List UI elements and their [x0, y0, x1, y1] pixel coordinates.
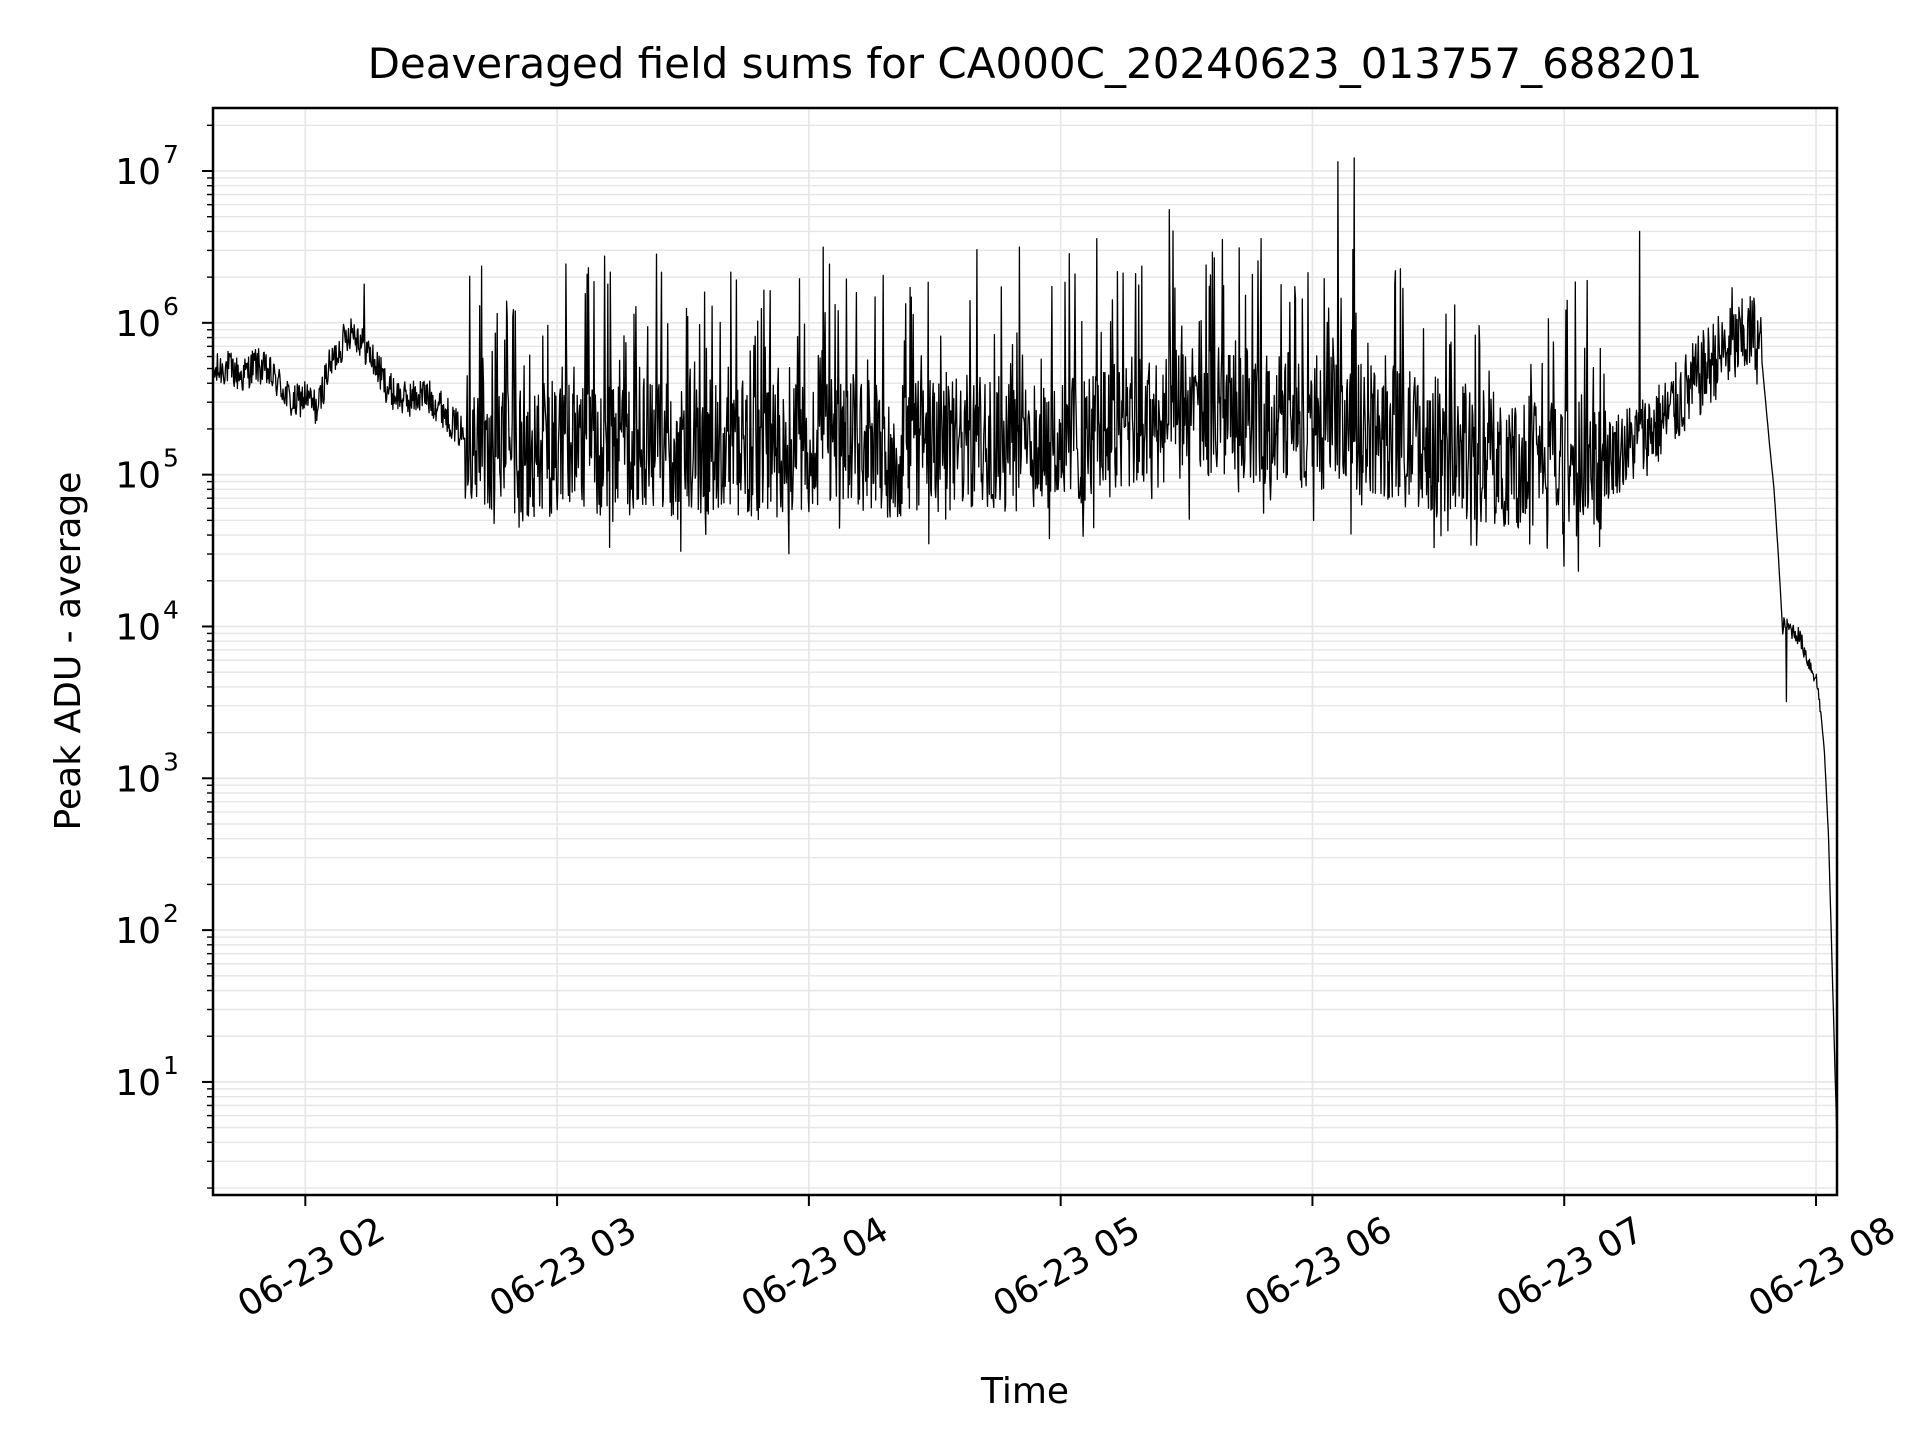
- y-tick-label: 10: [115, 607, 161, 648]
- y-tick-label: 10: [115, 456, 161, 497]
- y-tick-exponent: 7: [163, 140, 179, 169]
- y-tick-exponent: 2: [163, 899, 179, 928]
- y-tick-exponent: 5: [163, 444, 179, 473]
- y-tick-label: 10: [115, 1063, 161, 1104]
- y-tick-label: 10: [115, 152, 161, 193]
- y-tick-label: 10: [115, 911, 161, 952]
- x-axis-label: Time: [980, 1371, 1069, 1412]
- y-tick-exponent: 6: [163, 292, 179, 321]
- chart-title: Deaveraged field sums for CA000C_2024062…: [368, 39, 1703, 88]
- plot-frame: [211, 106, 1839, 1197]
- y-tick-exponent: 3: [163, 747, 179, 776]
- y-axis-label: Peak ADU - average: [48, 472, 89, 831]
- y-tick-exponent: 4: [163, 595, 179, 624]
- y-tick-label: 10: [115, 759, 161, 800]
- plot-area: [213, 157, 1837, 1143]
- y-tick-label: 10: [115, 304, 161, 345]
- grid: [213, 108, 1837, 1195]
- y-tick-exponent: 1: [163, 1051, 179, 1080]
- series-line: [213, 157, 1837, 1143]
